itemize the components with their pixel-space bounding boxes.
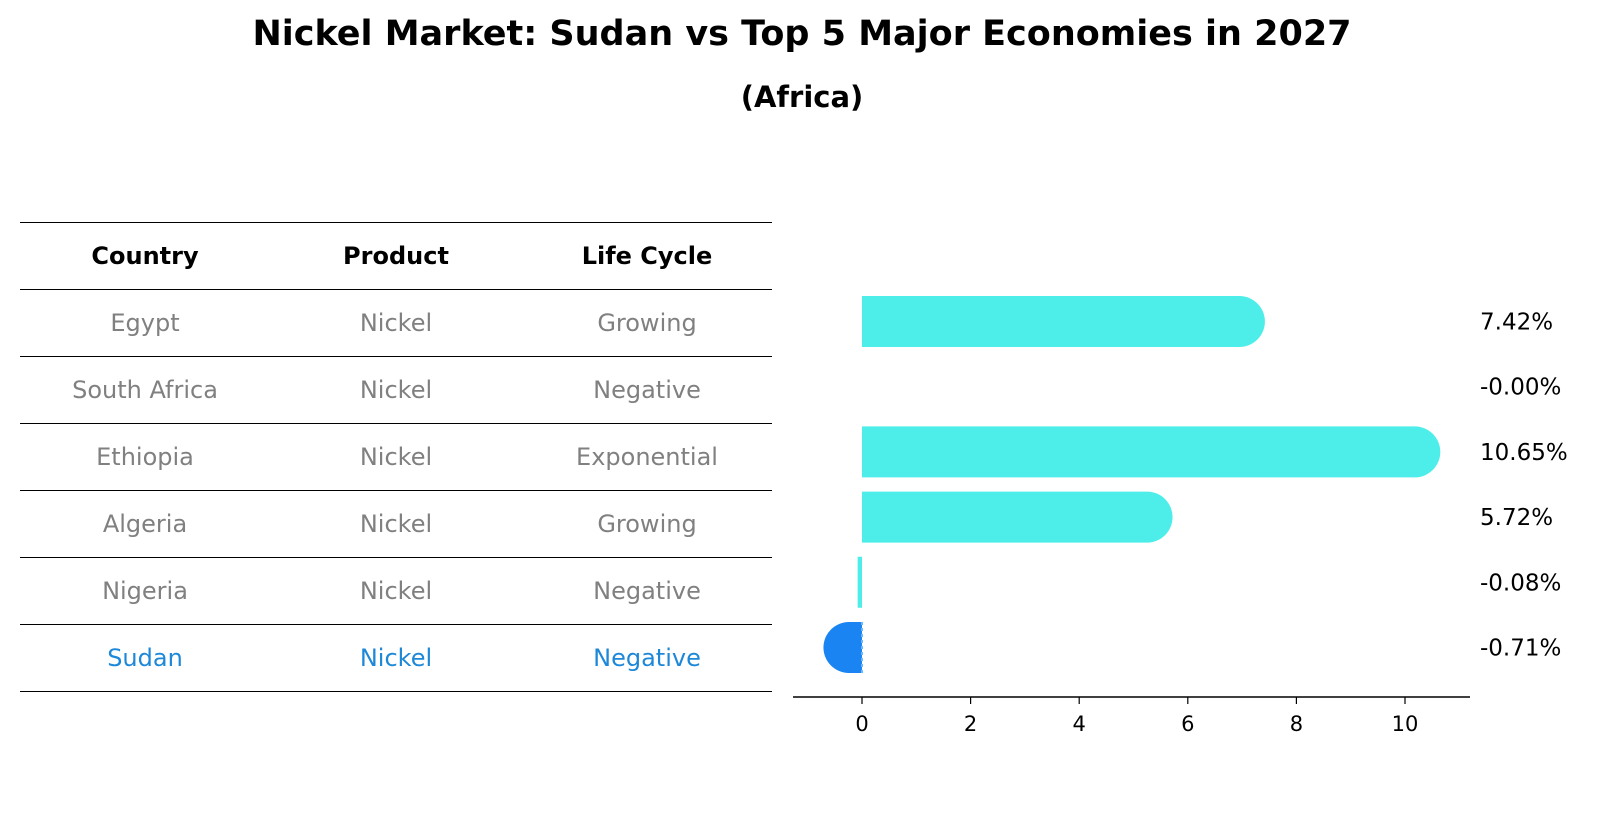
product-cell: Nickel: [359, 644, 433, 672]
data-label: -0.08%: [1480, 570, 1561, 596]
x-tick-label: 10: [1392, 712, 1419, 736]
bar-egypt: [862, 296, 1265, 347]
bar-nigeria: [857, 556, 862, 608]
life-cycle-cell: Negative: [593, 644, 701, 672]
country-cell: Egypt: [110, 309, 180, 337]
chart-subtitle: (Africa): [740, 80, 864, 114]
product-cell: Nickel: [359, 577, 433, 605]
table-row-highlighted: Sudan Nickel Negative: [20, 624, 772, 692]
data-label: -0.00%: [1480, 375, 1561, 401]
product-cell: Nickel: [359, 510, 433, 538]
country-cell: Ethiopia: [96, 443, 194, 471]
table-row: South Africa Nickel Negative: [20, 356, 772, 423]
header-country: Country: [91, 242, 199, 270]
life-cycle-cell: Growing: [597, 309, 697, 337]
country-cell: Sudan: [107, 644, 183, 672]
product-cell: Nickel: [359, 309, 433, 337]
life-cycle-cell: Exponential: [576, 443, 718, 471]
country-cell: South Africa: [72, 376, 218, 404]
country-table: Country Product Life Cycle Egypt Nickel …: [20, 222, 772, 692]
life-cycle-cell: Negative: [593, 376, 701, 404]
country-cell: Algeria: [102, 510, 188, 538]
table-row: Egypt Nickel Growing: [20, 289, 772, 356]
header-product: Product: [343, 242, 449, 270]
product-cell: Nickel: [359, 443, 433, 471]
table-row: Algeria Nickel Growing: [20, 490, 772, 557]
x-tick-label: 6: [1181, 712, 1194, 736]
table-row: Ethiopia Nickel Exponential: [20, 423, 772, 490]
chart-title: Nickel Market: Sudan vs Top 5 Major Econ…: [252, 14, 1352, 54]
product-cell: Nickel: [359, 376, 433, 404]
bar-sudan: [823, 622, 862, 673]
header-life-cycle: Life Cycle: [581, 242, 713, 270]
data-label: -0.71%: [1480, 636, 1561, 662]
bar-ethiopia: [862, 426, 1441, 478]
data-label: 10.65%: [1480, 440, 1568, 466]
table-header-row: Country Product Life Cycle: [20, 222, 772, 289]
x-tick-label: 2: [964, 712, 977, 736]
x-tick-label: 8: [1290, 712, 1303, 736]
bar-algeria: [862, 491, 1173, 543]
data-label: 5.72%: [1480, 505, 1553, 531]
life-cycle-cell: Growing: [597, 510, 697, 538]
data-label: 7.42%: [1480, 310, 1553, 336]
country-cell: Nigeria: [102, 577, 188, 605]
table-row: Nigeria Nickel Negative: [20, 557, 772, 624]
x-tick-label: 4: [1073, 712, 1086, 736]
x-tick-label: 0: [855, 712, 868, 736]
life-cycle-cell: Negative: [593, 577, 701, 605]
